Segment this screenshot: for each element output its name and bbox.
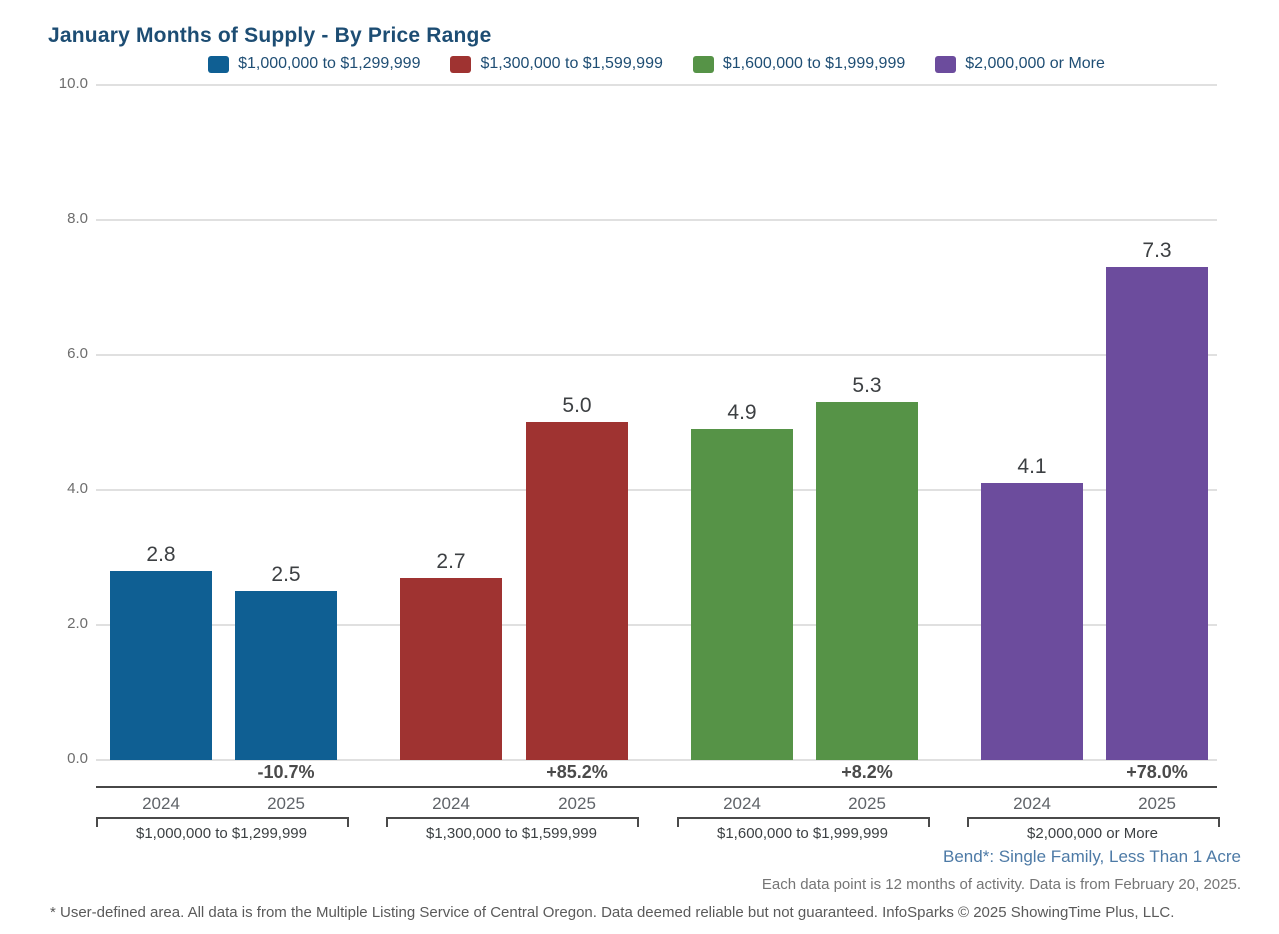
x-axis-line [96,786,1217,788]
bar-value-label: 7.3 [1142,239,1172,262]
group-bracket [96,817,349,827]
x-axis-year-label: 2025 [558,794,596,813]
percent-change-label: +78.0% [1126,762,1188,782]
percent-change-label: +8.2% [841,762,893,782]
x-axis-year-label: 2024 [1013,794,1051,813]
x-axis-year-label: 2025 [848,794,886,813]
legend-swatch-icon [692,55,714,73]
y-axis-tick-label: 2.0 [67,615,88,632]
bar-value-label: 5.3 [852,374,882,397]
percent-change-label: -10.7% [257,762,315,782]
price-range-group-label: $2,000,000 or More [1027,825,1158,842]
y-axis-tick-label: 4.0 [67,480,88,497]
x-axis-year-label: 2025 [1138,794,1176,813]
bar-value-label: 4.1 [1017,455,1047,478]
price-range-group-label: $1,000,000 to $1,299,999 [136,825,307,842]
gridline [96,354,1217,356]
legend-label: $1,600,000 to $1,999,999 [722,55,906,72]
y-axis-tick-label: 6.0 [67,345,88,362]
bar[interactable] [981,483,1083,760]
price-range-group-label: $1,300,000 to $1,599,999 [426,825,597,842]
y-axis-tick-label: 10.0 [58,75,88,92]
bar[interactable] [816,402,918,760]
legend-swatch-icon [208,55,230,73]
gridline [96,84,1217,86]
bar-value-label: 4.9 [727,401,757,424]
y-axis-tick-label: 8.0 [67,210,88,227]
y-axis-tick-label: 0.0 [67,750,88,767]
gridline [96,219,1217,221]
legend-item[interactable]: $1,300,000 to $1,599,999 [450,55,663,73]
legend-swatch-icon [450,55,472,73]
disclaimer-footnote: * User-defined area. All data is from th… [50,904,1175,921]
bar[interactable] [526,422,628,760]
bar-value-label: 2.8 [146,543,176,566]
gridline [96,624,1217,626]
data-footnote: Each data point is 12 months of activity… [761,876,1241,893]
group-bracket [386,817,639,827]
bar[interactable] [235,591,337,760]
percent-change-label: +85.2% [546,762,608,782]
bar[interactable] [400,578,502,760]
bar-value-label: 2.7 [436,550,466,573]
bar[interactable] [110,571,212,760]
gridline [96,759,1217,761]
group-bracket [677,817,930,827]
bar-value-label: 5.0 [562,394,592,417]
gridline [96,489,1217,491]
price-range-group-label: $1,600,000 to $1,999,999 [717,825,888,842]
legend-swatch-icon [935,55,957,73]
legend-item[interactable]: $1,000,000 to $1,299,999 [208,55,420,73]
group-bracket [967,817,1220,827]
x-axis-year-label: 2025 [267,794,305,813]
bar-value-label: 2.5 [271,563,301,586]
chart-title: January Months of Supply - By Price Rang… [48,24,492,47]
area-footnote: Bend*: Single Family, Less Than 1 Acre [943,847,1241,866]
x-axis-year-label: 2024 [432,794,470,813]
legend: $1,000,000 to $1,299,999 $1,300,000 to $1… [96,55,1217,73]
bar[interactable] [1106,267,1208,760]
legend-label: $2,000,000 or More [965,55,1105,72]
legend-label: $1,300,000 to $1,599,999 [480,55,663,72]
x-axis-year-label: 2024 [142,794,180,813]
legend-label: $1,000,000 to $1,299,999 [238,55,421,72]
bar[interactable] [691,429,793,760]
legend-item[interactable]: $2,000,000 or More [935,55,1105,73]
legend-item[interactable]: $1,600,000 to $1,999,999 [692,55,906,73]
x-axis-year-label: 2024 [723,794,761,813]
